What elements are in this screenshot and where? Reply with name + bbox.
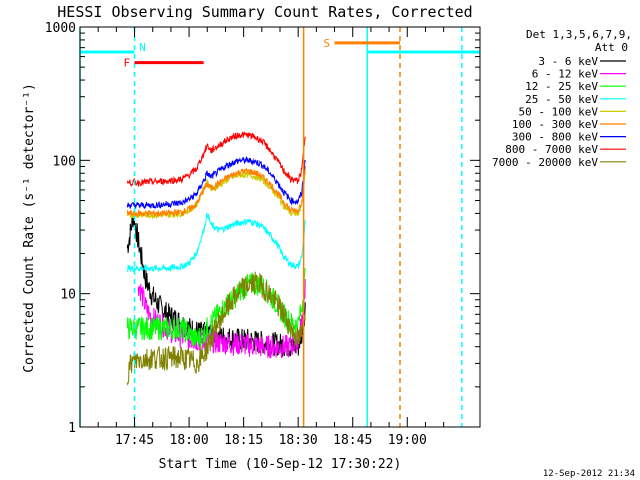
- series-line-6: [126, 156, 306, 210]
- legend-label: 7000 - 20000 keV: [492, 156, 598, 169]
- y-tick-label: 10: [60, 288, 76, 303]
- x-axis-label: Start Time (10-Sep-12 17:30:22): [159, 457, 402, 472]
- series-line-3: [126, 212, 306, 273]
- legend-label: 12 - 25 keV: [525, 80, 598, 93]
- legend-label: 800 - 7000 keV: [505, 143, 598, 156]
- axes: 17:45 18:00 18:15 18:30 18:45 19:00 1 10 100 1000: [45, 21, 481, 448]
- legend-header: Att 0: [595, 41, 628, 54]
- footer-timestamp: 12-Sep-2012 21:34: [543, 469, 635, 479]
- y-axis-label: Corrected Count Rate (s⁻¹ detector⁻¹): [22, 83, 37, 373]
- legend-label: 6 - 12 keV: [532, 68, 599, 81]
- x-tick-label: 18:45: [333, 433, 372, 448]
- flare-label: F: [124, 57, 131, 70]
- legend-label: 25 - 50 keV: [525, 93, 598, 106]
- y-tick-label: 1: [68, 421, 76, 436]
- annotations: S FN: [79, 27, 480, 427]
- series-line-8: [126, 271, 306, 386]
- x-tick-label: 18:15: [224, 433, 263, 448]
- saa-label: S: [324, 37, 331, 50]
- y-tick-label: 1000: [45, 21, 76, 36]
- x-tick-label: 19:00: [388, 433, 427, 448]
- y-tick-label: 100: [53, 154, 76, 169]
- x-tick-label: 18:00: [170, 433, 209, 448]
- legend-label: 50 - 100 keV: [519, 105, 599, 118]
- series-line-5: [126, 165, 306, 218]
- series-line-1: [137, 278, 306, 359]
- plot-area: [126, 131, 306, 386]
- x-tick-label: 17:45: [115, 433, 154, 448]
- series-line-7: [126, 131, 306, 188]
- chart-title: HESSI Observing Summary Count Rates, Cor…: [57, 3, 472, 21]
- legend-label: 3 - 6 keV: [538, 55, 598, 68]
- legend-label: 100 - 300 keV: [512, 118, 598, 131]
- legend-label: 300 - 800 keV: [512, 131, 598, 144]
- x-tick-label: 18:30: [279, 433, 318, 448]
- night-label: N: [139, 41, 146, 54]
- legend-header: Det 1,3,5,6,7,9,: [526, 28, 632, 41]
